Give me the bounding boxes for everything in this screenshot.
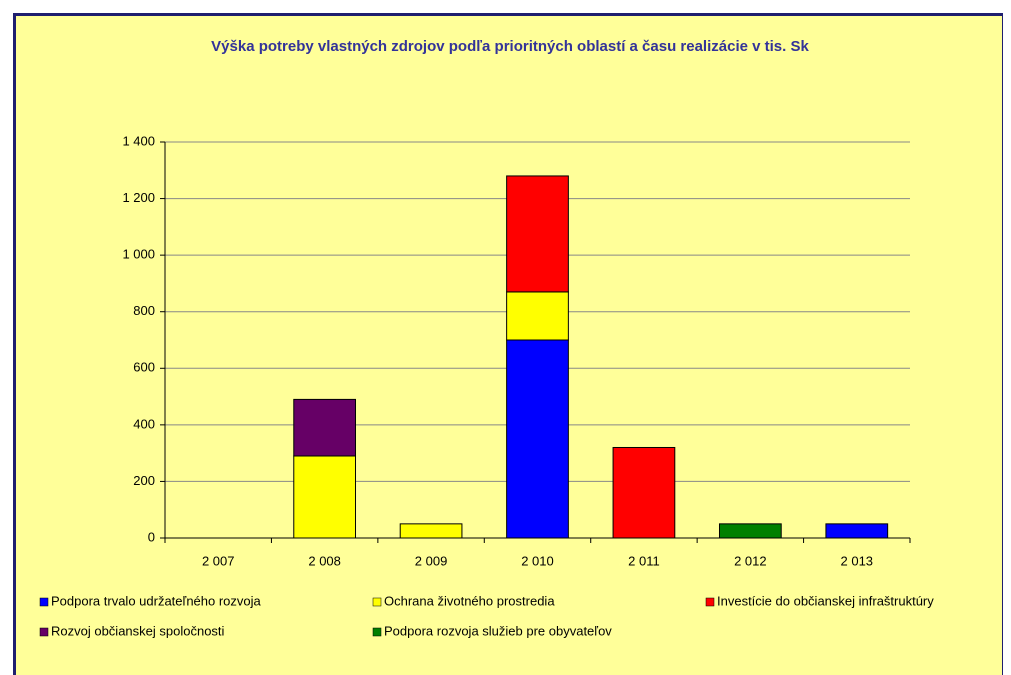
legend-swatch: [705, 597, 715, 607]
y-tick-label: 0: [148, 529, 155, 544]
legend-label: Ochrana životného prostredia: [384, 593, 555, 608]
legend-label: Investície do občianskej infraštruktúry: [717, 593, 934, 608]
bar: [612, 446, 676, 539]
legend-label: Podpora trvalo udržateľného rozvoja: [51, 593, 262, 608]
bar: [399, 523, 463, 539]
y-tick-label: 800: [133, 303, 155, 318]
bar: [293, 455, 357, 539]
x-tick-label: 2 009: [415, 553, 448, 568]
y-tick-label: 400: [133, 416, 155, 431]
legend-swatch: [372, 597, 382, 607]
y-tick-label: 1 000: [122, 247, 155, 262]
y-tick-label: 600: [133, 360, 155, 375]
bar: [293, 398, 357, 457]
legend-label: Podpora rozvoja služieb pre obyvateľov: [384, 623, 612, 638]
chart-title: Výška potreby vlastných zdrojov podľa pr…: [211, 38, 809, 55]
bar: [718, 523, 782, 539]
bar: [825, 523, 889, 539]
y-tick-label: 1 400: [122, 133, 155, 148]
y-tick-label: 1 200: [122, 190, 155, 205]
legend-label: Rozvoj občianskej spoločnosti: [51, 623, 225, 638]
bar: [506, 175, 569, 293]
y-tick-label: 200: [133, 473, 155, 488]
x-tick-label: 2 010: [521, 553, 554, 568]
bar: [506, 291, 569, 341]
x-tick-label: 2 013: [841, 553, 874, 568]
x-tick-label: 2 011: [628, 553, 660, 568]
legend-swatch: [372, 627, 382, 637]
legend-swatch: [39, 597, 49, 607]
legend-swatch: [39, 627, 49, 637]
x-tick-label: 2 012: [734, 553, 767, 568]
x-tick-label: 2 007: [202, 553, 235, 568]
bar: [506, 339, 569, 539]
x-tick-label: 2 008: [308, 553, 341, 568]
